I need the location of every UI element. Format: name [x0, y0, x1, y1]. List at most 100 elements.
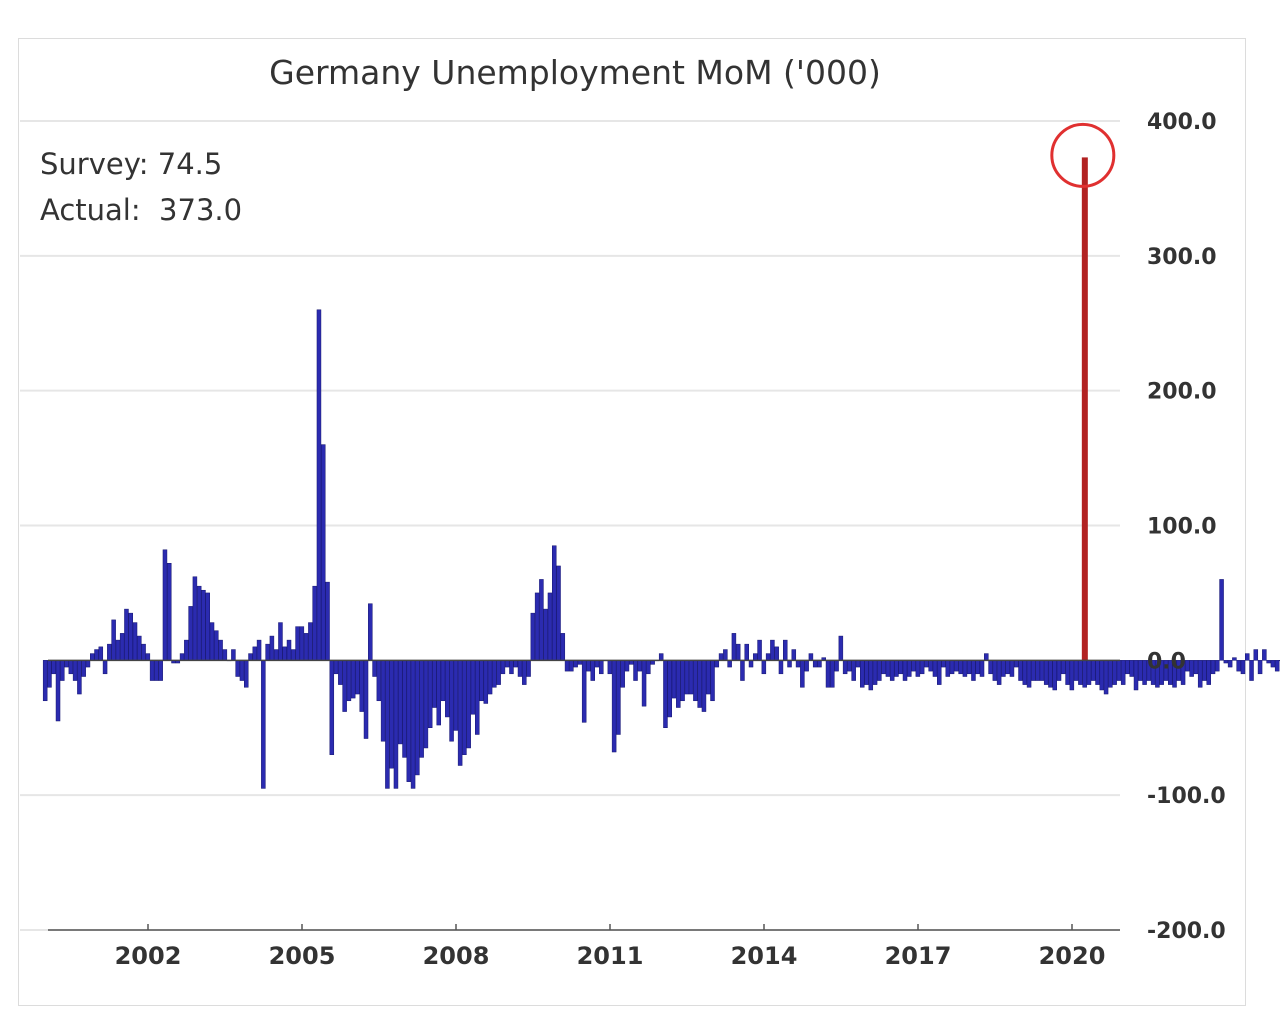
bar: [941, 660, 946, 668]
bar: [1193, 660, 1199, 675]
bar: [214, 630, 219, 661]
bar: [1180, 660, 1186, 685]
bar: [534, 592, 540, 661]
bar: [436, 660, 441, 726]
bar: [718, 653, 724, 661]
bar: [915, 660, 921, 677]
bar: [907, 660, 912, 677]
bar: [560, 633, 566, 661]
bar: [834, 660, 839, 672]
bar: [85, 660, 91, 668]
bar: [1052, 660, 1057, 691]
bar: [359, 660, 364, 712]
bar: [624, 660, 630, 672]
bar: [470, 660, 476, 715]
bar: [581, 660, 587, 723]
bar: [620, 660, 625, 688]
bar: [954, 660, 959, 672]
bar: [1009, 660, 1015, 677]
bar: [483, 660, 489, 704]
bar: [303, 633, 309, 661]
bar: [248, 653, 253, 661]
bar: [1240, 660, 1246, 675]
bar: [333, 660, 339, 675]
bar: [308, 622, 313, 661]
bar: [1112, 660, 1117, 685]
bar: [710, 660, 715, 702]
bar: [949, 660, 955, 675]
bar: [552, 545, 557, 661]
bar: [556, 565, 561, 661]
bar: [179, 653, 185, 661]
x-tick-label: 2005: [269, 942, 336, 970]
bar: [94, 649, 99, 661]
bar: [731, 633, 737, 661]
bar: [1073, 660, 1079, 681]
bar: [192, 576, 198, 661]
bar: [1108, 660, 1113, 688]
bar: [239, 660, 245, 681]
bar: [325, 581, 330, 661]
bar: [141, 643, 146, 661]
x-tick-label: 2002: [115, 942, 182, 970]
bar: [740, 660, 745, 681]
bar: [1206, 660, 1211, 685]
bar: [996, 660, 1002, 685]
x-tick-label: 2017: [885, 942, 952, 970]
bar: [791, 649, 797, 661]
bar: [663, 660, 668, 729]
bar: [350, 660, 356, 699]
y-tick-label: 300.0: [1147, 245, 1217, 270]
bar: [466, 660, 471, 749]
bar: [1155, 660, 1160, 688]
bar: [911, 660, 916, 672]
bar: [162, 549, 168, 661]
bar: [81, 660, 86, 677]
bar: [1257, 660, 1263, 675]
bar: [1274, 660, 1280, 672]
bar: [1078, 660, 1083, 685]
bar: [372, 660, 377, 677]
bar: [877, 660, 882, 681]
bar: [380, 660, 386, 742]
bar: [761, 660, 767, 675]
bar: [1215, 660, 1220, 672]
bar: [1005, 660, 1010, 675]
bar: [1061, 660, 1066, 675]
bar: [1018, 660, 1023, 681]
bar: [209, 622, 215, 661]
bar: [855, 660, 861, 668]
bar: [363, 660, 369, 739]
bar: [919, 660, 925, 675]
bar: [594, 660, 600, 668]
bar: [812, 660, 818, 668]
bar: [338, 660, 343, 685]
bar: [496, 660, 501, 685]
bar: [800, 660, 805, 688]
bar: [1022, 660, 1028, 685]
bar: [984, 653, 989, 661]
bar: [188, 606, 193, 661]
bar: [453, 660, 459, 731]
bar: [445, 660, 450, 718]
bar: [778, 660, 784, 675]
chart-frame: [18, 38, 1246, 1006]
x-tick-label: 2011: [577, 942, 644, 970]
bar: [90, 653, 95, 661]
bar: [517, 660, 523, 677]
bar: [462, 660, 467, 755]
bar: [68, 660, 74, 675]
bar: [1159, 660, 1164, 685]
bar: [975, 660, 980, 675]
bar: [795, 660, 801, 668]
y-tick-label: 0.0: [1147, 649, 1186, 674]
x-tick-label: 2020: [1039, 942, 1106, 970]
bar: [787, 660, 792, 668]
bar: [808, 653, 814, 661]
bar: [47, 660, 52, 688]
bar: [607, 660, 613, 675]
chart-title: Germany Unemployment MoM ('000): [269, 53, 881, 92]
bar: [706, 660, 711, 695]
bar: [757, 639, 762, 661]
bar: [817, 660, 822, 668]
